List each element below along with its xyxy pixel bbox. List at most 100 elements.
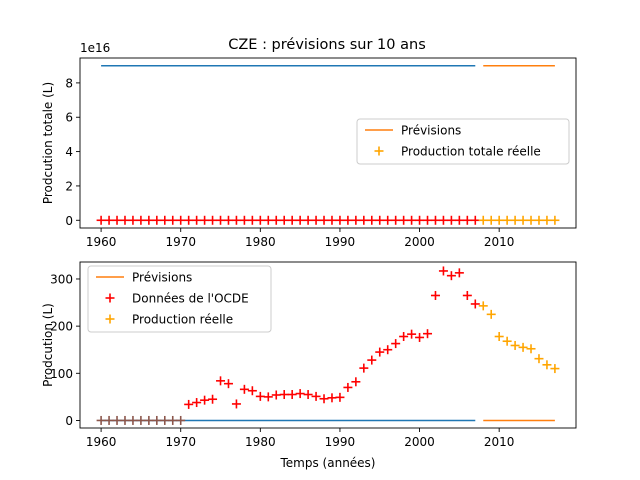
chart1-series-3-point-7 (239, 384, 249, 394)
chart1-series-3-point-8 (247, 386, 257, 396)
chart1-series-3-point-23 (367, 355, 377, 365)
chart1-series-2-point-0 (96, 415, 106, 425)
chart0-series-3-point-16 (223, 215, 233, 225)
chart0-x-tick-label-0: 1960 (86, 235, 117, 249)
chart1-series-3-point-17 (319, 394, 329, 404)
chart1-series-3-point-4 (216, 376, 226, 386)
chart1-series-3-point-34 (454, 268, 464, 278)
chart0-series-3-point-41 (423, 215, 433, 225)
chart1-legend-swatch-2 (105, 314, 115, 324)
chart1-series-4-point-6 (526, 344, 536, 354)
chart1-series-3-point-12 (279, 390, 289, 400)
chart0-series-3-point-23 (279, 215, 289, 225)
chart1-series-3-point-31 (430, 290, 440, 300)
chart1-series-3-point-5 (223, 379, 233, 389)
chart1-series-3-point-24 (375, 347, 385, 357)
chart0-y-tick-label-1: 2 (65, 179, 73, 193)
chart1-series-3-point-0 (184, 399, 194, 409)
chart0-series-3-point-11 (184, 215, 194, 225)
chart1-series-4-point-7 (534, 354, 544, 364)
chart1-series-3-point-14 (295, 389, 305, 399)
chart1-legend: Prévisions Données de l'OCDE Production ré… (87, 265, 272, 333)
chart0-series-3-point-8 (160, 215, 170, 225)
chart0-series-4-point-6 (526, 215, 536, 225)
chart1-series-4-point-9 (550, 364, 560, 374)
chart1-series-3-point-27 (399, 332, 409, 342)
chart0-series-4-point-3 (502, 215, 512, 225)
chart0-series-3-point-17 (231, 215, 241, 225)
chart1-series-3-point-28 (407, 329, 417, 339)
chart0-series-3-point-39 (407, 215, 417, 225)
chart0-series-3-point-31 (343, 215, 353, 225)
chart1-series-3-point-2 (200, 395, 210, 405)
chart0-x-tick-label-4: 2000 (404, 235, 435, 249)
chart0-x-tick-label-3: 1990 (325, 235, 356, 249)
chart1-series-3-point-15 (303, 390, 313, 400)
chart1-series-3-point-1 (192, 398, 202, 408)
chart1-series-3-point-32 (438, 266, 448, 276)
chart0-legend: Prévisions Production totale réelle (356, 118, 570, 165)
chart0-series-3-point-44 (446, 215, 456, 225)
chart0-series-3-point-43 (438, 215, 448, 225)
chart0-y-axis-label: Prodcution totale (L) (41, 82, 55, 204)
chart1-axes-frame (79, 261, 577, 429)
chart1-x-tick-label-5: 2010 (484, 435, 515, 449)
chart1-x-tick-label-0: 1960 (86, 435, 117, 449)
chart0-series-3-point-10 (176, 215, 186, 225)
chart1-x-tick-label-3: 1990 (325, 435, 356, 449)
chart0-series-3-point-35 (375, 215, 385, 225)
chart-title: CZE : prévisions sur 10 ans (228, 37, 426, 53)
chart1-x-axis-label: Temps (années) (280, 456, 376, 470)
chart0-series-3-point-21 (263, 215, 273, 225)
chart0-series-3-point-4 (128, 215, 138, 225)
chart0-series-4-point-7 (534, 215, 544, 225)
chart1-series-4-point-5 (518, 342, 528, 352)
chart0-series-3-point-18 (239, 215, 249, 225)
chart1-series-2-point-4 (128, 415, 138, 425)
chart0-y-tick-label-0: 0 (65, 214, 73, 228)
chart1-y-tick-label-1: 100 (50, 367, 73, 381)
chart1-x-tick-label-2: 1980 (245, 435, 276, 449)
chart1-series-3-point-20 (343, 382, 353, 392)
chart0-series-3-point-42 (430, 215, 440, 225)
chart1-series-3-point-3 (208, 394, 218, 404)
chart0-series-3-point-7 (152, 215, 162, 225)
chart1-series-3-point-18 (327, 393, 337, 403)
chart1-series-4-point-4 (510, 340, 520, 350)
chart1-legend-label-1: Données de l'OCDE (132, 292, 249, 306)
chart0-series-3-point-25 (295, 215, 305, 225)
chart1-series-4-point-0 (478, 301, 488, 311)
chart0-series-3-point-33 (359, 215, 369, 225)
chart1-series-2-point-7 (152, 415, 162, 425)
chart0-legend-box (356, 118, 570, 165)
chart1-legend-label-0: Prévisions (132, 271, 192, 285)
chart1-series-2-point-9 (168, 415, 178, 425)
chart0-legend-swatch-1 (374, 146, 384, 156)
chart0-series-4-point-5 (518, 215, 528, 225)
chart1-series-3-point-29 (415, 332, 425, 342)
top-panel: 1960 1970 1980 1990 2000 2010 0 2 4 6 8 1e16 Prodcut… (41, 41, 577, 249)
chart0-y-tick-label-2: 4 (65, 145, 73, 159)
chart1-y-tick-label-0: 0 (65, 414, 73, 428)
chart1-series-3-point-25 (383, 345, 393, 355)
chart0-series-4-point-8 (542, 215, 552, 225)
chart1-x-tick-label-1: 1970 (165, 435, 196, 449)
chart0-series-3-point-30 (335, 215, 345, 225)
chart1-legend-swatch-1 (105, 293, 115, 303)
chart0-series-3-point-27 (311, 215, 321, 225)
chart0-series-3-point-46 (462, 215, 472, 225)
chart1-series-3-point-36 (470, 299, 480, 309)
chart1-series-3-point-11 (271, 390, 281, 400)
chart1-series-3-point-19 (335, 392, 345, 402)
chart1-series-3-point-22 (359, 363, 369, 373)
chart0-series-4-point-0 (478, 215, 488, 225)
chart1-y-tick-label-3: 300 (50, 272, 73, 286)
chart0-series-3-point-14 (208, 215, 218, 225)
chart0-series-3-point-22 (271, 215, 281, 225)
chart1-series-3-point-10 (263, 392, 273, 402)
chart1-series-4-point-1 (486, 309, 496, 319)
chart0-series-3-point-6 (144, 215, 154, 225)
chart0-series-3-point-45 (454, 215, 464, 225)
chart0-series-3-point-24 (287, 215, 297, 225)
